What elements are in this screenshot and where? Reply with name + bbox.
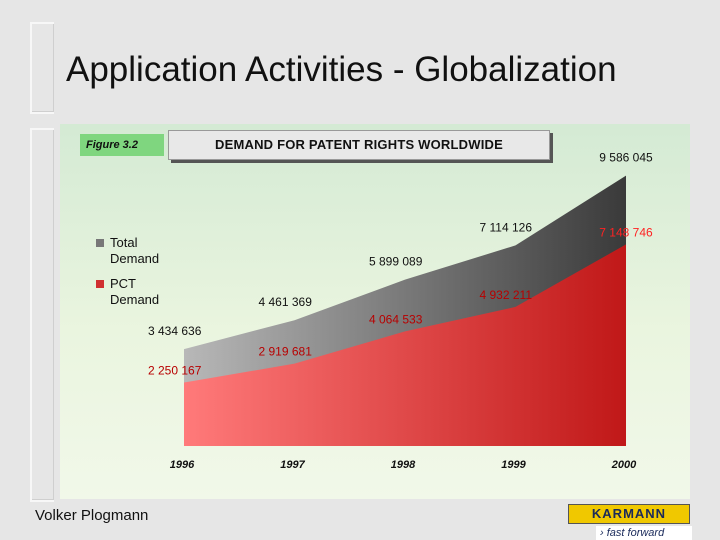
slide-title: Application Activities - Globalization bbox=[66, 50, 617, 89]
total-value-label-1996: 3 434 636 bbox=[148, 324, 202, 338]
author-name: Volker Plogmann bbox=[35, 507, 149, 524]
area-chart: Total Demand PCT Demand 3 434 636 4 461 369… bbox=[96, 151, 653, 471]
total-value-label-1999: 7 114 126 bbox=[480, 220, 533, 234]
pct-value-label-1996: 2 250 167 bbox=[148, 364, 202, 378]
legend-label-total: Total Demand bbox=[110, 235, 159, 266]
logo-name: KARMANN bbox=[568, 504, 690, 524]
legend-swatch-total bbox=[96, 239, 104, 247]
x-tick-label-1998: 1998 bbox=[391, 459, 416, 471]
x-tick-label-1996: 1996 bbox=[170, 459, 195, 471]
x-tick-label-1999: 1999 bbox=[501, 459, 526, 471]
total-value-label-1997: 4 461 369 bbox=[259, 295, 313, 309]
chart-panel: Figure 3.2 DEMAND FOR PATENT RIGHTS WORL… bbox=[60, 124, 690, 499]
x-tick-label-2000: 2000 bbox=[611, 459, 637, 471]
x-tick-label-1997: 1997 bbox=[280, 459, 305, 471]
pct-value-label-2000: 7 148 746 bbox=[599, 225, 653, 239]
karmann-logo: KARMANN › fast forward bbox=[568, 500, 692, 540]
pct-value-label-1997: 2 919 681 bbox=[259, 345, 313, 359]
decorative-bracket-top bbox=[30, 22, 54, 114]
chart-title: DEMAND FOR PATENT RIGHTS WORLDWIDE bbox=[168, 130, 550, 160]
pct-value-label-1998: 4 064 533 bbox=[369, 312, 423, 326]
total-value-label-2000: 9 586 045 bbox=[599, 151, 653, 165]
figure-label: Figure 3.2 bbox=[80, 134, 164, 156]
logo-tagline-text: fast forward bbox=[606, 527, 665, 539]
total-value-label-1998: 5 899 089 bbox=[369, 255, 423, 269]
legend-label-pct: PCT Demand bbox=[110, 276, 159, 307]
pct-demand-area bbox=[184, 244, 626, 446]
decorative-bracket-bottom bbox=[30, 128, 54, 502]
pct-value-label-1999: 4 932 211 bbox=[480, 288, 533, 302]
logo-tagline: › fast forward bbox=[596, 526, 692, 540]
legend-swatch-pct bbox=[96, 280, 104, 288]
